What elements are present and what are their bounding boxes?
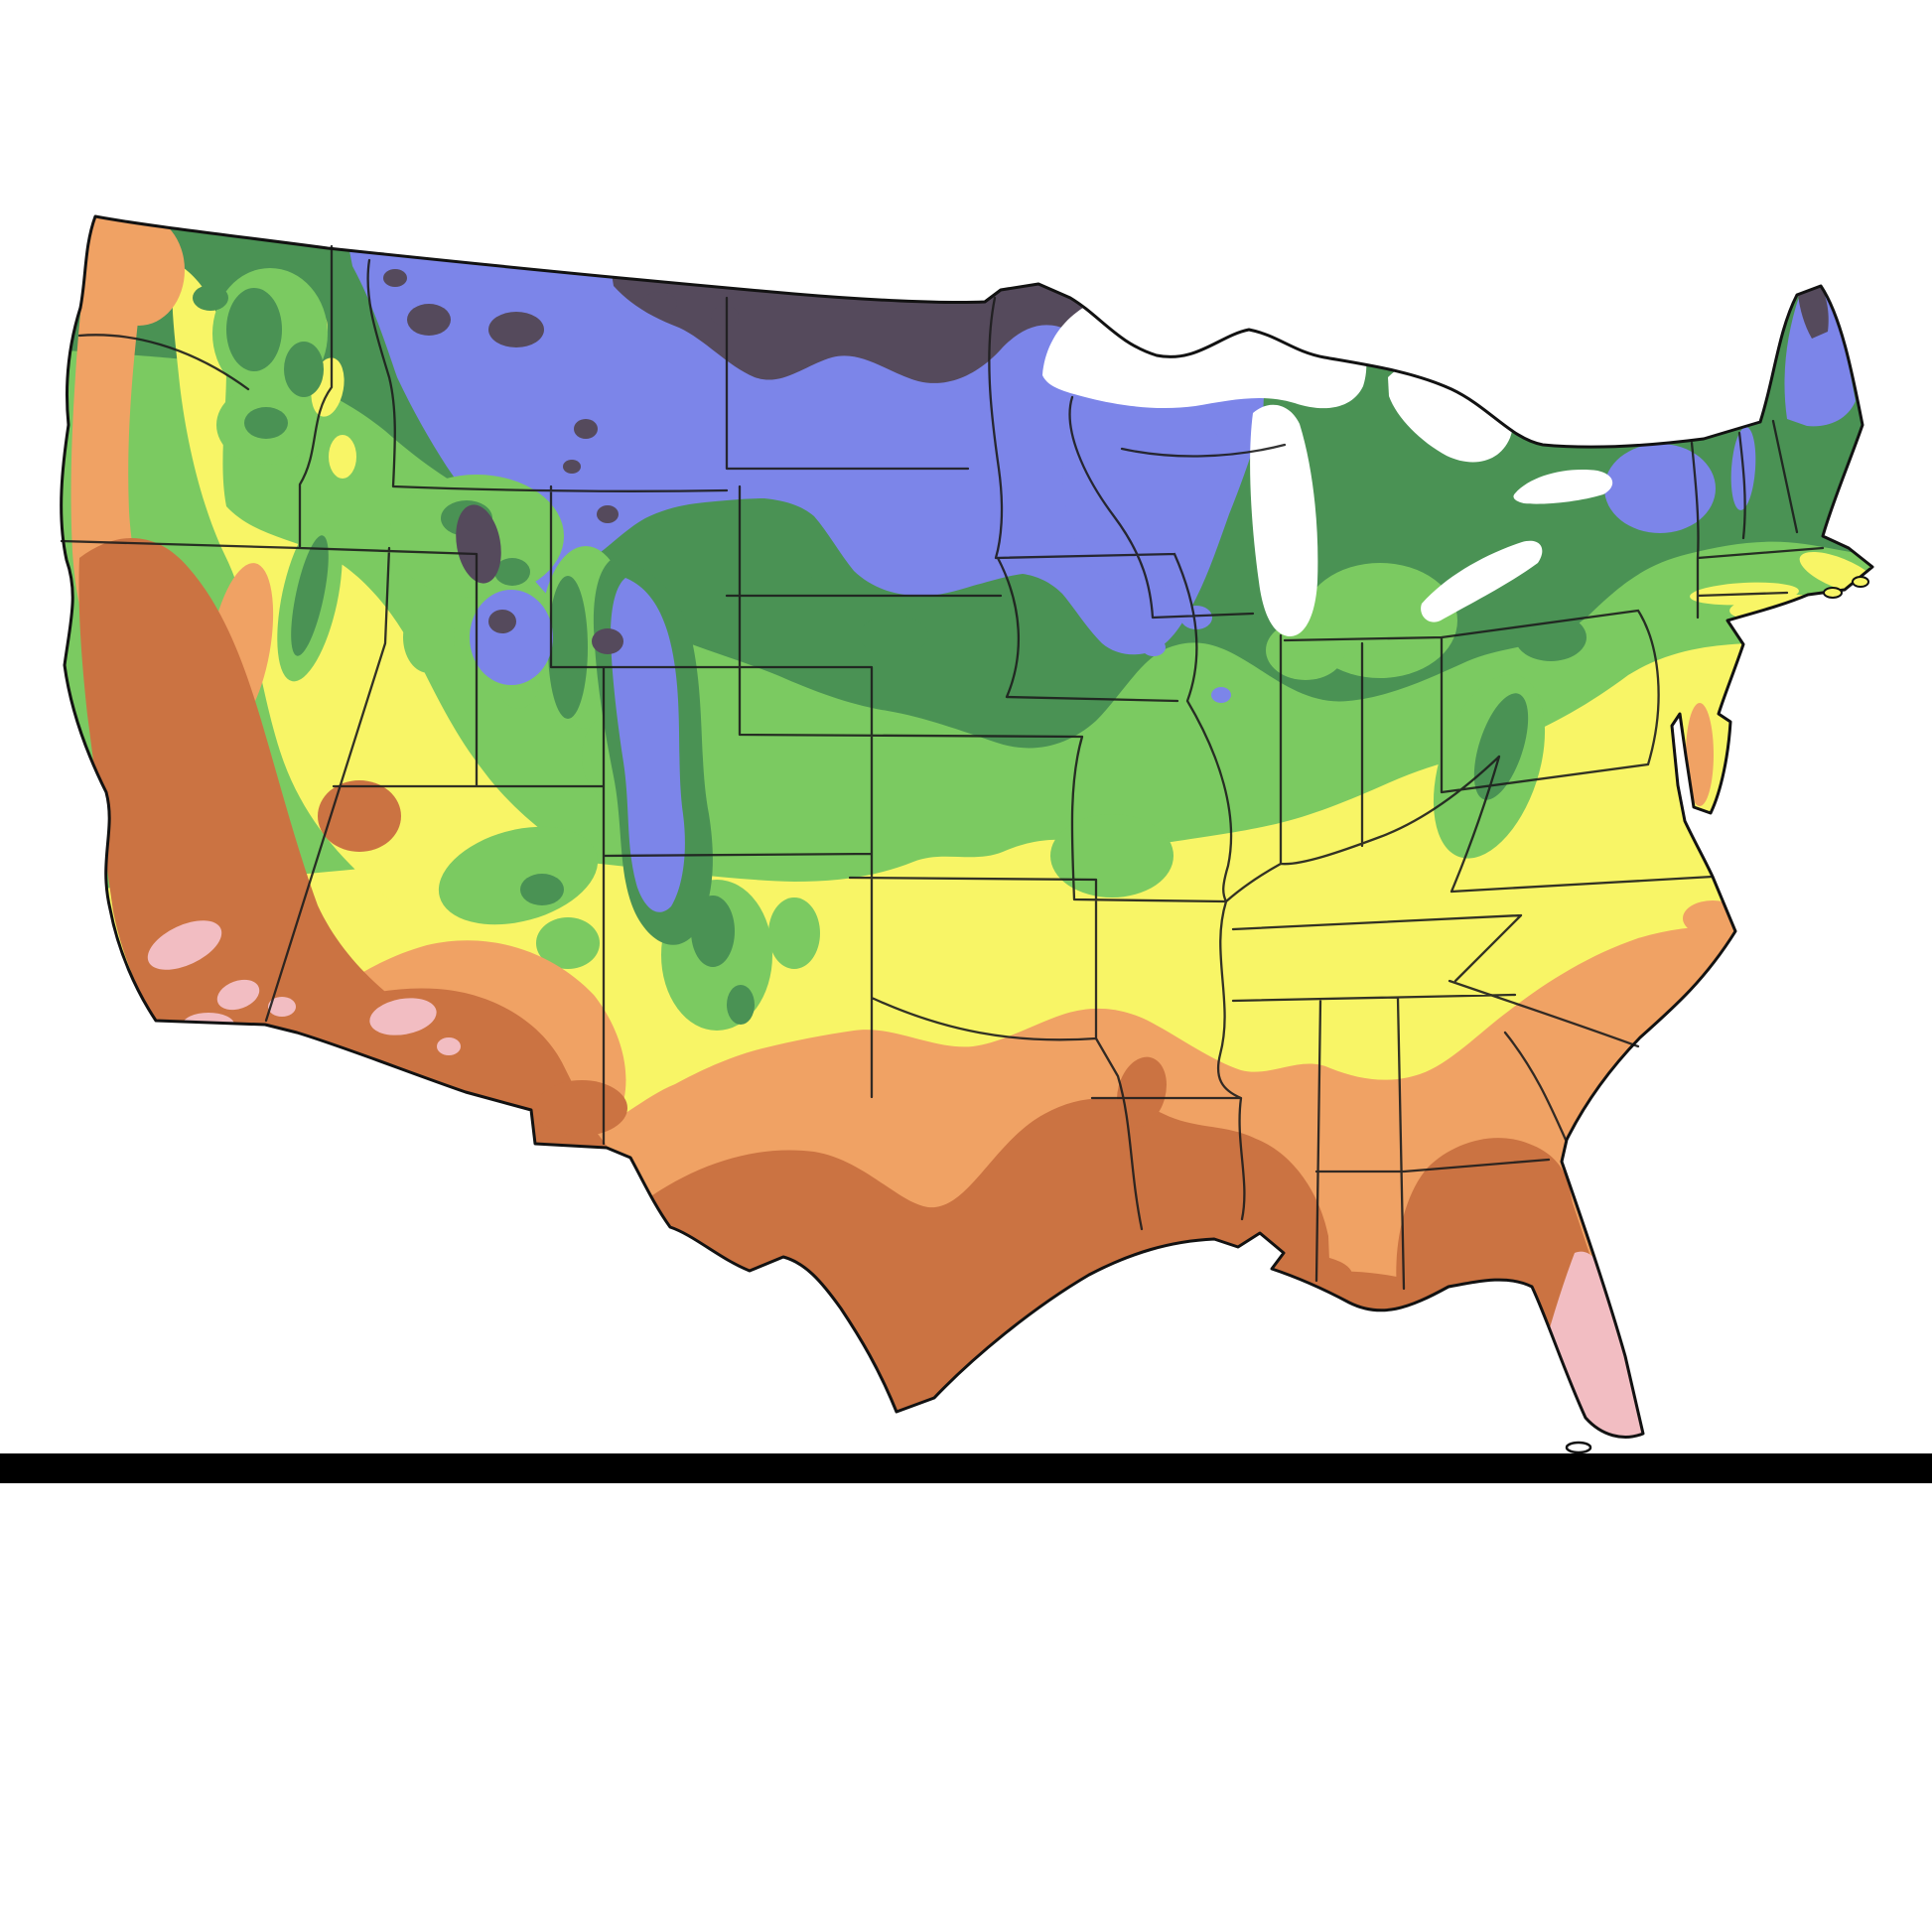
us-outline [60, 214, 1874, 1439]
zone-fill-layers [61, 216, 1873, 1438]
florida-keys-islet [1565, 1441, 1592, 1453]
zone-8-norfolk [1683, 900, 1742, 936]
us-map-svg [60, 214, 1874, 1453]
zone-3-spots [383, 269, 1829, 654]
us-zone-map [60, 214, 1874, 1453]
legend: ZONES: 345678910 [0, 1524, 1932, 1752]
lake-ontario [1513, 470, 1613, 504]
lake-erie [1421, 540, 1543, 622]
nantucket-islet [1852, 576, 1869, 588]
zone-8-delmarva [1686, 703, 1714, 806]
lake-huron [1388, 352, 1515, 463]
marthas-vineyard-islet [1823, 587, 1843, 599]
lake-michigan [1250, 404, 1318, 637]
state-borders [60, 244, 1825, 1291]
zone-8-puget-lowland [93, 216, 185, 326]
zone-7-mt-valley [329, 435, 356, 479]
divider-bar [0, 1453, 1932, 1483]
